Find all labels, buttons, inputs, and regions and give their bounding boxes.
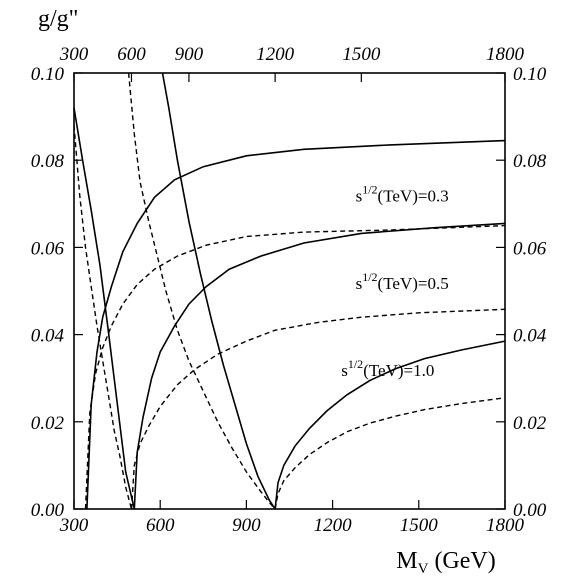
y-tick-label-left: 0.00 [31,500,65,521]
y-tick-label-right: 0.06 [513,238,547,259]
series-line-dashed [84,224,506,510]
y-tick-label-left: 0.10 [31,64,65,85]
y-tick-label-right: 0.10 [513,64,547,85]
x-tick-label-top: 900 [175,44,204,65]
y-tick-label-right: 0.04 [513,326,547,347]
series-line-solid [274,340,506,510]
x-tick-label-bottom: 900 [232,515,261,536]
series-line-dashed [127,72,276,510]
annotation-energy: s1/2(TeV)=1.0 [341,357,434,380]
series-line-dashed [274,397,506,510]
series-line-solid [161,72,276,510]
x-tick-label-top: 1200 [256,44,295,65]
x-axis-title: MV (GeV) [396,548,496,577]
series-lines [73,72,506,510]
series-line-dashed [73,125,133,510]
y-tick-label-right: 0.00 [513,500,547,521]
x-axis-title-subscript: V [418,561,429,577]
y-tick-label-left: 0.02 [31,413,65,434]
y-tick-label-left: 0.08 [31,151,65,172]
y-tick-label-left: 0.04 [31,326,65,347]
x-tick-label-bottom: 600 [146,515,175,536]
y-tick-label-right: 0.02 [513,413,547,434]
x-tick-label-top: 1800 [486,44,525,65]
axes [73,72,506,510]
plot-frame [73,72,506,510]
x-tick-label-top: 600 [117,44,146,65]
annotation-energy: s1/2(TeV)=0.3 [356,183,449,206]
x-tick-label-top: 300 [59,44,89,65]
x-tick-label-bottom: 1200 [314,515,353,536]
y-tick-label-right: 0.08 [513,151,547,172]
y-axis-title: g/g" [38,6,78,32]
x-tick-label-bottom: 300 [59,515,89,536]
annotations: s1/2(TeV)=0.3 s1/2(TeV)=0.5 s1/2(TeV)=1.0 [341,183,449,380]
ticks: 300 600 900 1200 1500 1800 300 600 900 1200 1500 18… [31,44,547,536]
x-axis-title-unit: (GeV) [428,548,495,574]
x-tick-label-bottom: 1800 [486,515,525,536]
series-line-dashed [130,308,506,510]
series-line-solid [133,222,506,510]
x-tick-label-bottom: 1500 [400,515,439,536]
annotation-energy: s1/2(TeV)=0.5 [356,270,449,293]
y-tick-label-left: 0.06 [31,238,65,259]
x-axis-title-main: M [396,548,417,574]
series-line-solid [73,107,136,510]
x-tick-label-top: 1500 [342,44,381,65]
